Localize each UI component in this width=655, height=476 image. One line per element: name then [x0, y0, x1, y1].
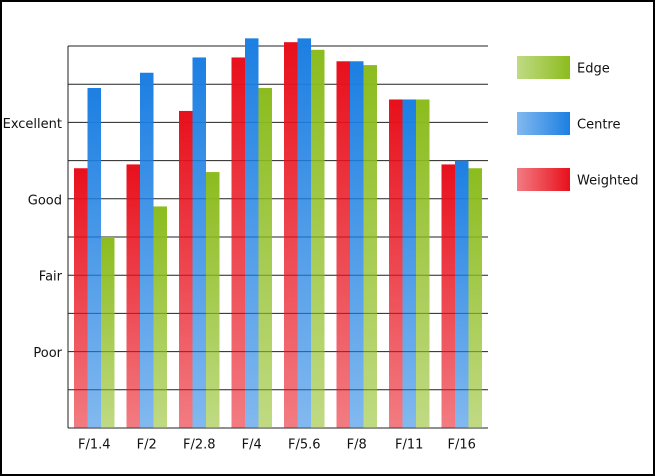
- y-tick-label: Fair: [39, 270, 63, 285]
- x-tick-label: F/8: [347, 438, 367, 453]
- bar: [297, 38, 311, 429]
- legend-swatch: [517, 112, 570, 135]
- legend-label: Edge: [577, 62, 610, 77]
- bar: [245, 38, 259, 429]
- bar: [87, 88, 101, 429]
- x-tick-label: F/2: [137, 438, 157, 453]
- bar: [441, 164, 455, 429]
- bar: [192, 57, 206, 429]
- x-tick-label: F/5.6: [288, 438, 321, 453]
- y-tick-label: Poor: [33, 346, 62, 361]
- bar: [140, 72, 154, 429]
- bar: [402, 99, 416, 428]
- x-tick-label: F/2.8: [183, 438, 216, 453]
- x-tick-label: F/1.4: [78, 438, 111, 453]
- y-tick-label: Good: [28, 193, 62, 208]
- bar: [126, 164, 140, 429]
- bar: [101, 237, 115, 428]
- bar: [311, 49, 325, 428]
- x-tick-label: F/16: [448, 438, 476, 453]
- legend-swatch: [517, 56, 570, 79]
- bar: [231, 57, 245, 429]
- legend-label: Weighted: [577, 174, 639, 189]
- legend-label: Centre: [577, 118, 620, 133]
- bar: [363, 65, 377, 428]
- bar: [206, 172, 220, 428]
- bar: [468, 168, 482, 429]
- y-tick-label: Excellent: [3, 117, 62, 132]
- bar: [416, 99, 430, 428]
- bar: [179, 110, 193, 428]
- x-tick-label: F/4: [242, 438, 262, 453]
- bar: [336, 61, 350, 428]
- bar: [153, 206, 167, 428]
- bar: [74, 168, 88, 429]
- x-tick-label: F/11: [395, 438, 423, 453]
- bar: [389, 99, 403, 428]
- bar: [350, 61, 364, 428]
- bar: [258, 88, 272, 429]
- bar: [284, 42, 298, 429]
- legend-swatch: [517, 168, 570, 191]
- bar: [455, 160, 469, 428]
